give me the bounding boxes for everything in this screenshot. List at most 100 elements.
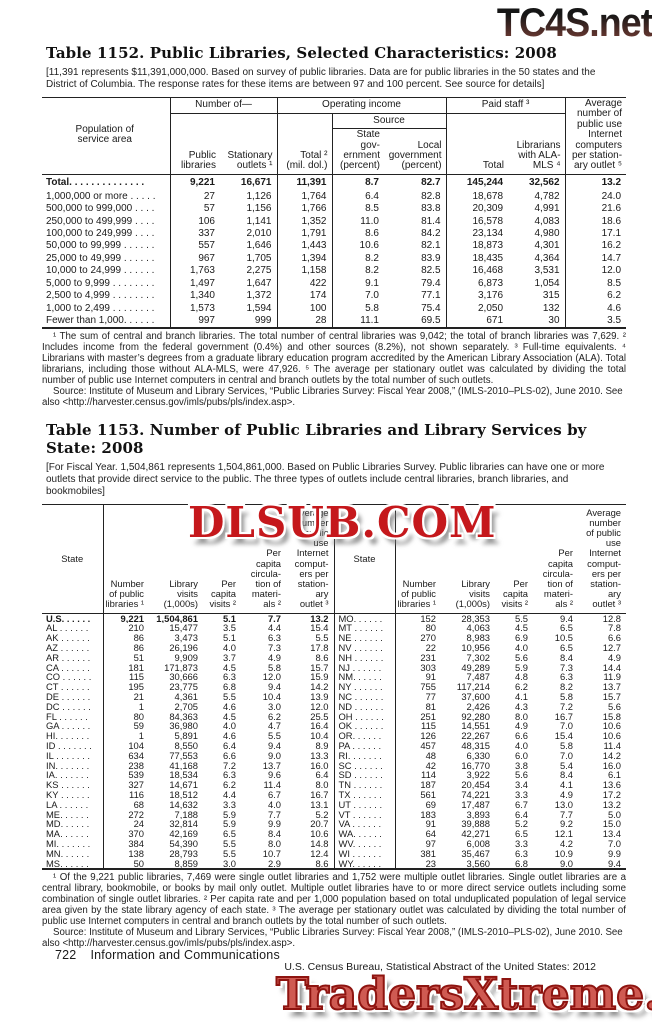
table-row: DC . . . . . . 1 2,705 4.6 3.0 12.0 ND . . . .… — [42, 701, 626, 712]
cell: 1 — [102, 731, 149, 742]
column-header-per-capita-visits-left: Per capita visits ² — [209, 578, 236, 610]
cell: 303 — [394, 662, 441, 673]
column-header-total-mil-dol: Total ² (mil. dol.) — [276, 128, 332, 175]
table-row: 1,000 to 2,499 . . . . . . . . 1,573 1,594… — [42, 302, 627, 315]
cell: 84,363 — [169, 711, 198, 722]
cell: 5.5 — [222, 692, 236, 702]
state-label: AZ . . . . . . — [46, 643, 90, 653]
cell: 3.5 — [222, 623, 236, 634]
cell: 3,531 — [534, 265, 560, 277]
cell: 69.5 — [421, 314, 441, 326]
state-label: TX . . . . . . — [333, 790, 395, 800]
cell: 82.7 — [384, 173, 447, 191]
cell: 8.2 — [559, 682, 573, 693]
cell: 21 — [102, 692, 149, 702]
row-label: 25,000 to 49,999 . . . . . . — [46, 252, 155, 264]
cell: 9.1 — [331, 277, 384, 291]
row-label: 100,000 to 249,999 . . . . — [46, 228, 155, 240]
state-label: HI. . . . . . . — [46, 731, 90, 742]
state-label: NE . . . . . . — [333, 633, 395, 644]
cell: 42 — [394, 760, 441, 771]
cell: 5,891 — [174, 731, 198, 742]
cell: 315 — [542, 290, 560, 302]
table-row: U.S. . . . . . 9,221 1,504,861 5.1 7.7 13.2 MO… — [42, 612, 626, 624]
cell: 152 — [394, 612, 441, 624]
state-label: MN. . . . . . — [46, 848, 90, 859]
header-spacer — [276, 113, 332, 129]
cell: 1,141 — [246, 215, 272, 227]
cell: 7.7 — [267, 809, 281, 820]
cell: 10.6 — [310, 829, 329, 840]
page-content: Table 1152. Public Libraries, Selected C… — [42, 44, 627, 950]
state-label: ND . . . . . . — [333, 701, 395, 712]
table-row: DE . . . . . . 21 4,361 5.5 10.4 13.9 NC . . .… — [42, 692, 626, 702]
cell: 77.1 — [421, 290, 441, 302]
cell: 3.7 — [222, 652, 236, 663]
cell: 18,435 — [445, 252, 509, 266]
cell: 1,158 — [276, 265, 332, 278]
table-row: IL . . . . . . . 634 77,553 6.6 9.0 13.3 RI. .… — [42, 750, 626, 761]
row-label: 2,500 to 4,999 . . . . . . . . — [46, 290, 155, 302]
state-label: KY . . . . . . — [46, 790, 90, 800]
cell: 7.0 — [559, 721, 573, 732]
cell: 57 — [169, 203, 220, 216]
cell: 187 — [394, 780, 441, 791]
cell: 86 — [102, 633, 149, 644]
cell: 238 — [102, 760, 149, 771]
cell: 20,454 — [461, 780, 490, 791]
column-group-number-of: Number of— — [169, 97, 277, 114]
cell: 5.9 — [222, 819, 236, 830]
cell: 25.5 — [310, 711, 329, 722]
cell: 8.6 — [331, 228, 384, 241]
cell: 16,671 — [220, 173, 277, 191]
cell: 10.6 — [602, 731, 621, 742]
cell: 79.4 — [421, 277, 441, 289]
cell: 145,244 — [445, 173, 509, 191]
cell: 6,873 — [445, 277, 509, 291]
cell: 4.8 — [514, 672, 528, 683]
cell: 4.5 — [222, 662, 236, 673]
cell: 14.8 — [310, 839, 329, 849]
cell: 10.5 — [554, 633, 573, 644]
cell: 6.7 — [267, 790, 281, 800]
cell: 1,766 — [276, 203, 332, 216]
cell: 30,666 — [169, 672, 198, 683]
cell: 1,646 — [246, 240, 272, 252]
cell: 23,775 — [169, 682, 198, 693]
cell: 4.4 — [222, 790, 236, 800]
cell: 18.6 — [564, 215, 627, 229]
cell: 132 — [542, 302, 560, 314]
cell: 210 — [102, 623, 149, 634]
row-label: 5,000 to 9,999 . . . . . . . . — [46, 277, 155, 289]
cell: 8.6 — [315, 858, 329, 869]
cell: 4.5 — [514, 623, 528, 634]
cell: 13.3 — [310, 750, 329, 761]
cell: 8.5 — [331, 203, 384, 216]
state-label: DE . . . . . . — [46, 692, 91, 702]
cell: 5.6 — [514, 652, 528, 663]
cell: 16.0 — [310, 760, 329, 771]
cell: 5.5 — [267, 731, 281, 742]
cell: 15.7 — [310, 662, 329, 673]
cell: 7.3 — [267, 643, 281, 653]
cell: 10.4 — [262, 692, 281, 702]
table-row: ME. . . . . . 272 7,188 5.9 7.7 5.2 VT . . . .… — [42, 809, 626, 820]
state-label: VT . . . . . . — [333, 809, 395, 820]
state-label: UT . . . . . . — [333, 799, 395, 810]
cell: 6.6 — [607, 633, 621, 644]
cell: 17,487 — [461, 799, 490, 810]
column-group-source: Source — [331, 113, 447, 129]
cell: 23 — [394, 858, 441, 870]
column-header-average-computers-left: Average number of public use Internet co… — [293, 506, 329, 610]
cell: 81 — [394, 701, 441, 712]
state-label: IL . . . . . . . — [46, 750, 90, 761]
cell: 5.6 — [607, 701, 621, 712]
cell: 16.7 — [310, 790, 329, 800]
state-label: VA . . . . . . — [333, 819, 395, 830]
cell: 13.2 — [564, 173, 627, 191]
row-label: Fewer than 1,000. . . . . . — [46, 314, 155, 326]
cell: 539 — [102, 770, 149, 781]
header-spacer — [169, 113, 277, 129]
cell: 10.9 — [554, 848, 573, 859]
cell: 6.5 — [514, 829, 528, 840]
